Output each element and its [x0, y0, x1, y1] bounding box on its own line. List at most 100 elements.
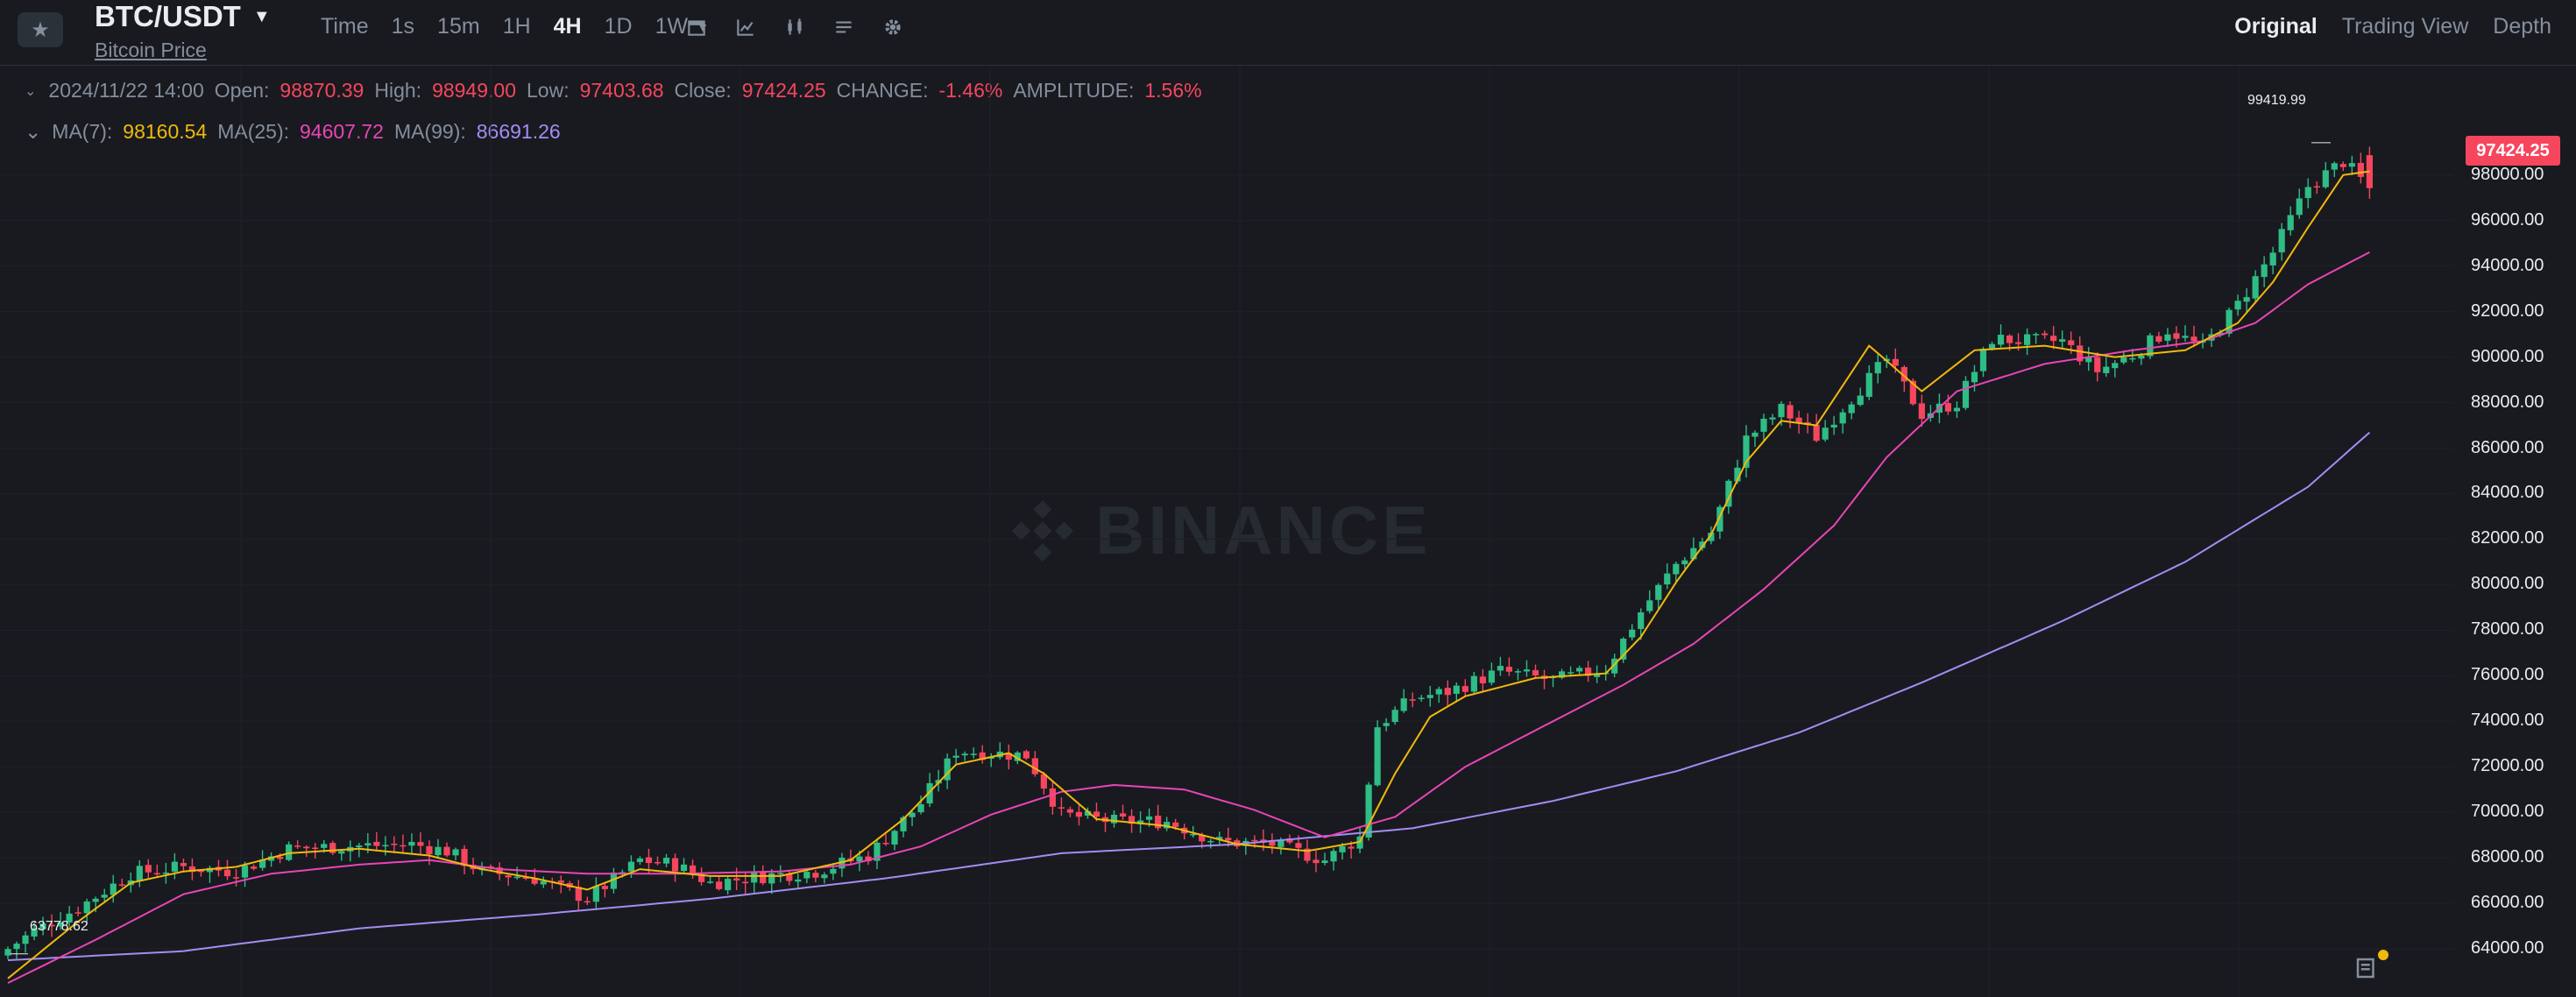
- candle-body: [1286, 838, 1293, 843]
- chevron-down-icon: ▼: [252, 6, 271, 26]
- candle-body: [1251, 839, 1258, 842]
- candle-body: [1479, 676, 1486, 683]
- candle-body: [1199, 835, 1206, 842]
- candle-body: [707, 881, 714, 883]
- candle-body: [777, 873, 784, 875]
- candle-body: [760, 872, 767, 884]
- ma25-label: MA(25):: [217, 120, 290, 143]
- candle-body: [1988, 343, 1996, 349]
- indicator-icon[interactable]: [734, 16, 757, 39]
- candle-body: [1865, 372, 1872, 397]
- candle-body: [1690, 548, 1697, 560]
- candle-body: [645, 857, 653, 864]
- pair-selector[interactable]: BTC/USDT ▼: [95, 0, 271, 33]
- interval-15m[interactable]: 15m: [437, 14, 480, 39]
- interval-1w[interactable]: 1W: [655, 14, 689, 39]
- candle-body: [461, 848, 468, 866]
- low-value: 97403.68: [579, 79, 664, 102]
- amplitude-label: AMPLITUDE:: [1013, 79, 1135, 102]
- candle-body: [1005, 753, 1012, 760]
- close-label: Close:: [674, 79, 732, 102]
- candle-body: [1638, 612, 1645, 629]
- candle-body: [1857, 395, 1864, 406]
- candle-body: [2269, 252, 2276, 265]
- candle-body: [1435, 689, 1442, 695]
- candle-body: [1190, 833, 1197, 836]
- notes-icon[interactable]: [2353, 950, 2388, 986]
- settings-icon[interactable]: [881, 16, 904, 39]
- view-tabs: Original Trading View Depth: [2234, 14, 2551, 39]
- candlestick-chart[interactable]: [0, 66, 2576, 997]
- candle-body: [2296, 198, 2303, 216]
- candle-body: [356, 845, 363, 848]
- interval-time[interactable]: Time: [321, 14, 369, 39]
- candle-body: [241, 865, 249, 878]
- candle-body: [812, 873, 819, 878]
- ma-collapse-chevron-icon[interactable]: ⌄: [25, 120, 42, 143]
- candle-body: [505, 875, 512, 878]
- candle-body: [1585, 668, 1592, 676]
- tab-original[interactable]: Original: [2234, 14, 2318, 39]
- candle-body: [2050, 336, 2057, 342]
- candle-body: [2014, 342, 2022, 344]
- candle-body: [1594, 674, 1601, 677]
- candle-body: [1383, 723, 1390, 726]
- candle-body: [839, 858, 846, 869]
- collapse-chevron-icon[interactable]: ⌄: [25, 83, 37, 99]
- candle-body: [1426, 695, 1433, 698]
- interval-1h[interactable]: 1H: [502, 14, 531, 39]
- candle-body: [2217, 332, 2224, 336]
- candle-body: [1514, 671, 1522, 673]
- candle-body: [2129, 357, 2136, 360]
- interval-1s[interactable]: 1s: [391, 14, 415, 39]
- candle-body: [180, 863, 187, 866]
- candle-body: [1997, 335, 2005, 345]
- candle-body: [329, 843, 336, 853]
- candle-body: [1787, 405, 1794, 419]
- layout-icon[interactable]: [832, 16, 855, 39]
- candle-body: [1629, 629, 1636, 638]
- change-label: CHANGE:: [836, 79, 929, 102]
- pair-subtitle-link[interactable]: Bitcoin Price: [95, 39, 207, 61]
- ma7-label: MA(7):: [52, 120, 113, 143]
- y-axis-tick-label: 84000.00: [2471, 483, 2544, 503]
- candle-body: [188, 866, 196, 873]
- candle-body: [1164, 822, 1171, 829]
- candle-body: [1655, 584, 1662, 600]
- candle-body: [1461, 686, 1468, 692]
- favorite-star-icon[interactable]: ★: [18, 12, 63, 47]
- tab-trading-view[interactable]: Trading View: [2341, 14, 2469, 39]
- ma-info-line: ⌄ MA(7): 98160.54 MA(25): 94607.72 MA(99):…: [25, 120, 561, 144]
- candle-body: [2147, 335, 2154, 357]
- candle-body: [321, 844, 328, 848]
- interval-1d[interactable]: 1D: [604, 14, 633, 39]
- close-value: 97424.25: [741, 79, 826, 102]
- candle-body: [153, 873, 160, 875]
- candle-body: [408, 841, 415, 846]
- y-axis-tick-label: 82000.00: [2471, 528, 2544, 548]
- candle-body: [900, 817, 907, 831]
- y-axis-tick-label: 94000.00: [2471, 255, 2544, 275]
- candle-body: [1365, 784, 1372, 838]
- last-price-tag: 97424.25: [2466, 136, 2560, 166]
- candle-body: [1497, 666, 1504, 671]
- candle-body: [627, 861, 635, 872]
- ma7-value: 98160.54: [123, 120, 208, 143]
- high-label: High:: [374, 79, 422, 102]
- interval-4h[interactable]: 4H: [553, 14, 582, 39]
- candle-body: [136, 866, 143, 881]
- candle-body: [197, 870, 205, 873]
- candle-body: [1620, 639, 1627, 660]
- candle-body: [1172, 822, 1179, 827]
- candle-body: [1348, 846, 1355, 849]
- candle-body: [1558, 671, 1566, 678]
- tab-depth[interactable]: Depth: [2493, 14, 2551, 39]
- candle-body: [101, 894, 108, 898]
- candle-type-icon[interactable]: [783, 16, 806, 39]
- calendar-icon[interactable]: [685, 16, 708, 39]
- candle-body: [1909, 380, 1916, 405]
- candle-body: [2339, 164, 2346, 167]
- candle-body: [751, 872, 758, 883]
- candle-body: [2304, 187, 2311, 199]
- candle-body: [258, 859, 266, 868]
